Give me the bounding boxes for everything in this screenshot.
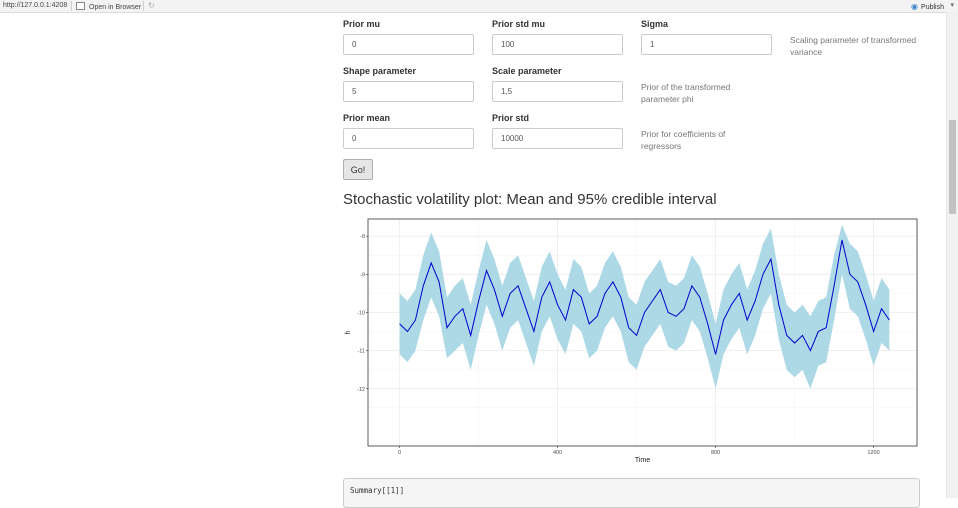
x-axis-label: Time bbox=[635, 457, 650, 464]
toolbar-divider bbox=[71, 1, 72, 11]
prior-mean-label: Prior mean bbox=[343, 113, 391, 123]
sigma-input[interactable] bbox=[641, 34, 772, 55]
y-tick-label: -12 bbox=[357, 387, 365, 393]
publish-icon: ◉ bbox=[911, 2, 919, 11]
x-tick-label: 400 bbox=[553, 450, 562, 456]
shape-parameter-input[interactable] bbox=[343, 81, 474, 102]
viewer-toolbar: http://127.0.0.1:4208 Open in Browser ↻ … bbox=[0, 0, 958, 13]
publish-button[interactable]: ◉ Publish bbox=[911, 2, 944, 11]
plot-title: Stochastic volatility plot: Mean and 95%… bbox=[343, 191, 717, 208]
y-tick-label: -10 bbox=[357, 310, 365, 316]
publish-label: Publish bbox=[921, 4, 944, 11]
prior-std-label: Prior std bbox=[492, 113, 530, 123]
open-in-browser-label: Open in Browser bbox=[89, 4, 142, 11]
credible-interval-band bbox=[399, 224, 890, 389]
prior-mean-input[interactable] bbox=[343, 128, 474, 149]
prior-std-input[interactable] bbox=[492, 128, 623, 149]
x-tick-label: 800 bbox=[711, 450, 720, 456]
mean-line bbox=[399, 239, 890, 355]
open-in-browser-button[interactable]: Open in Browser bbox=[76, 2, 141, 11]
y-axis-label: h bbox=[345, 330, 352, 334]
window-icon bbox=[76, 2, 85, 10]
scrollbar-thumb[interactable] bbox=[949, 120, 956, 214]
shape-parameter-label: Shape parameter bbox=[343, 66, 417, 76]
phi-help-text: Prior of the transformed parameter phi bbox=[641, 82, 731, 104]
page-scrollbar[interactable] bbox=[946, 12, 958, 498]
y-tick-label: -9 bbox=[360, 272, 365, 278]
prior-std-mu-input[interactable] bbox=[492, 34, 623, 55]
x-tick-label: 0 bbox=[398, 450, 401, 456]
plot-axes: 0 400 800 1200 -8 -9 -10 -11 -12 bbox=[357, 234, 880, 456]
scale-parameter-input[interactable] bbox=[492, 81, 623, 102]
code-text: Summary[[1]] bbox=[350, 486, 405, 495]
x-tick-label: 1200 bbox=[867, 450, 879, 456]
sigma-label: Sigma bbox=[641, 19, 669, 29]
y-tick-label: -11 bbox=[357, 349, 365, 355]
toolbar-divider bbox=[143, 1, 144, 11]
prior-std-mu-label: Prior std mu bbox=[492, 19, 546, 29]
url-text: http://127.0.0.1:4208 bbox=[3, 2, 68, 9]
code-output-box: Summary[[1]] bbox=[343, 478, 920, 508]
go-button[interactable]: Go! bbox=[343, 159, 373, 180]
sigma-help-text: Scaling parameter of transformed varianc… bbox=[790, 35, 917, 57]
prior-mu-input[interactable] bbox=[343, 34, 474, 55]
volatility-plot: 0 400 800 1200 -8 -9 -10 -11 -12 Time h bbox=[345, 218, 918, 464]
y-tick-label: -8 bbox=[360, 234, 365, 240]
plot-panel-border bbox=[367, 218, 918, 447]
publish-dropdown-icon[interactable]: ▾ bbox=[950, 2, 954, 9]
scale-parameter-label: Scale parameter bbox=[492, 66, 562, 76]
coefficients-help-text: Prior for coefficients of regressors bbox=[641, 129, 726, 151]
refresh-icon[interactable]: ↻ bbox=[148, 1, 155, 10]
prior-mu-label: Prior mu bbox=[343, 19, 381, 29]
